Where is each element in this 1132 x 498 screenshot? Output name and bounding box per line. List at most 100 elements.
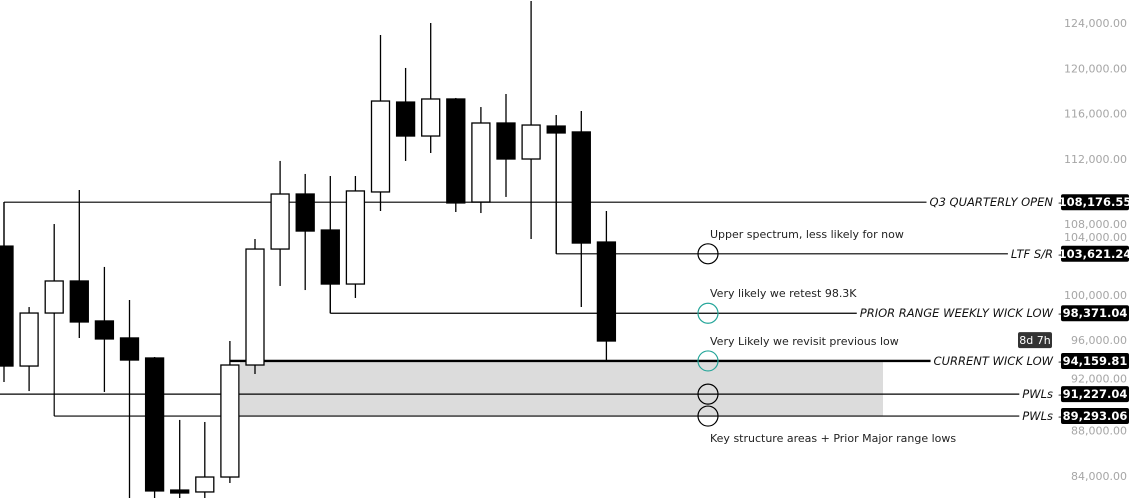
price-label: 108,176.55 [1059, 195, 1132, 209]
target-circle [697, 243, 719, 265]
candle-6 [144, 356, 165, 498]
level-label: CURRENT WICK LOW [934, 354, 1054, 368]
candle-body-down [94, 320, 115, 340]
candle-countdown: 8d 7h [1019, 334, 1050, 347]
target-circle [697, 302, 719, 324]
candle-body-down [571, 131, 591, 244]
level-dash: - [1058, 306, 1062, 320]
candle-3 [69, 190, 89, 338]
y-tick-label: 100,000.00 [1064, 289, 1127, 302]
candle-body-up [44, 280, 64, 314]
candle-body-down [295, 193, 315, 232]
candle-body-up [471, 122, 491, 203]
candle-body-down [119, 337, 140, 361]
candle-21 [521, 1, 541, 239]
candle-body-down [395, 101, 416, 137]
candle-4 [94, 266, 115, 392]
annotation-text: Very Likely we revisit previous low [710, 335, 899, 348]
level-1: LTF S/R -103,621.24 [556, 245, 1132, 262]
candle-body-down [546, 125, 566, 134]
candle-body-up [421, 98, 441, 137]
price-label: 94,159.81 [1063, 354, 1128, 368]
y-tick-label: 96,000.00 [1071, 334, 1127, 347]
level-label: PWLs [1022, 409, 1053, 423]
price-label: 98,371.04 [1063, 306, 1128, 320]
target-circle [697, 350, 719, 372]
y-tick-label: 104,000.00 [1064, 231, 1127, 244]
annotation-text: Very likely we retest 98.3K [710, 287, 857, 300]
candle-body-down [170, 489, 190, 494]
price-label: 103,621.24 [1059, 247, 1132, 261]
y-tick-label: 124,000.00 [1064, 17, 1127, 30]
level-label: PWLs [1022, 387, 1053, 401]
candle-20 [496, 94, 516, 197]
countdown-box [1018, 332, 1052, 349]
level-2: PRIOR RANGE WEEKLY WICK LOW -98,371.04 [330, 305, 1129, 322]
level-label: LTF S/R [1011, 247, 1053, 261]
y-tick-label: 116,000.00 [1064, 108, 1127, 121]
candle-18 [446, 97, 466, 213]
candle-body-up [195, 476, 215, 493]
level-label: PRIOR RANGE WEEKLY WICK LOW [860, 306, 1054, 320]
price-label-box [1061, 194, 1129, 211]
candle-13 [320, 176, 340, 314]
candle-11 [270, 160, 290, 286]
target-circle [697, 383, 719, 405]
level-3: CURRENT WICK LOW -94,159.81 [230, 352, 1129, 369]
level-dash: - [1058, 409, 1062, 423]
level-dash: - [1058, 354, 1062, 368]
y-tick-label: 112,000.00 [1064, 153, 1127, 166]
candle-body-down [0, 245, 14, 367]
candle-7 [170, 419, 190, 498]
level-0: Q3 QUARTERLY OPEN -108,176.55 [4, 194, 1132, 211]
level-label: Q3 QUARTERLY OPEN [930, 195, 1054, 209]
key-structure-zone [240, 360, 883, 417]
price-label-box [1061, 352, 1129, 369]
candle-body-up [345, 190, 366, 285]
y-tick-label: 88,000.00 [1071, 425, 1127, 438]
price-label-box [1061, 305, 1129, 322]
y-tick-label: 92,000.00 [1071, 372, 1127, 385]
level-5: PWLs -89,293.06 [54, 408, 1129, 425]
candle-19 [471, 107, 491, 214]
candle-23 [571, 110, 591, 308]
price-label: 89,293.06 [1063, 409, 1128, 423]
candle-body-down [496, 122, 516, 160]
level-dash: - [1058, 247, 1062, 261]
candle-1 [19, 307, 39, 392]
candle-5 [119, 300, 140, 498]
y-tick-label: 84,000.00 [1071, 470, 1127, 483]
candle-body-down [320, 229, 340, 285]
candle-body-down [596, 241, 617, 342]
annotation-text: Key structure areas + Prior Major range … [710, 432, 956, 445]
target-circle [697, 405, 719, 427]
candle-10 [245, 238, 265, 374]
candle-body-up [370, 100, 391, 193]
candle-body-down [144, 357, 165, 492]
candle-body-up [245, 248, 265, 366]
price-label-box [1061, 386, 1129, 403]
candle-14 [345, 176, 366, 298]
y-tick-label: 108,000.00 [1064, 218, 1127, 231]
candle-body-up [521, 124, 541, 160]
price-label-box [1061, 245, 1129, 262]
candle-2 [44, 224, 64, 315]
candle-12 [295, 173, 315, 291]
candle-24 [596, 210, 617, 361]
candle-22 [546, 114, 566, 254]
price-label: 91,227.04 [1063, 387, 1128, 401]
annotation-text: Upper spectrum, less likely for now [710, 228, 904, 241]
candle-body-down [69, 280, 89, 323]
candle-9 [220, 341, 240, 484]
candle-8 [195, 421, 215, 498]
candle-body-down [446, 98, 466, 204]
candle-16 [395, 67, 416, 161]
level-dash: - [1058, 387, 1062, 401]
candle-17 [421, 23, 441, 154]
y-tick-label: 120,000.00 [1064, 62, 1127, 75]
candle-body-up [19, 312, 39, 367]
price-label-box [1061, 408, 1129, 425]
candle-body-up [220, 364, 240, 478]
level-4: PWLs -91,227.04 [0, 386, 1129, 403]
